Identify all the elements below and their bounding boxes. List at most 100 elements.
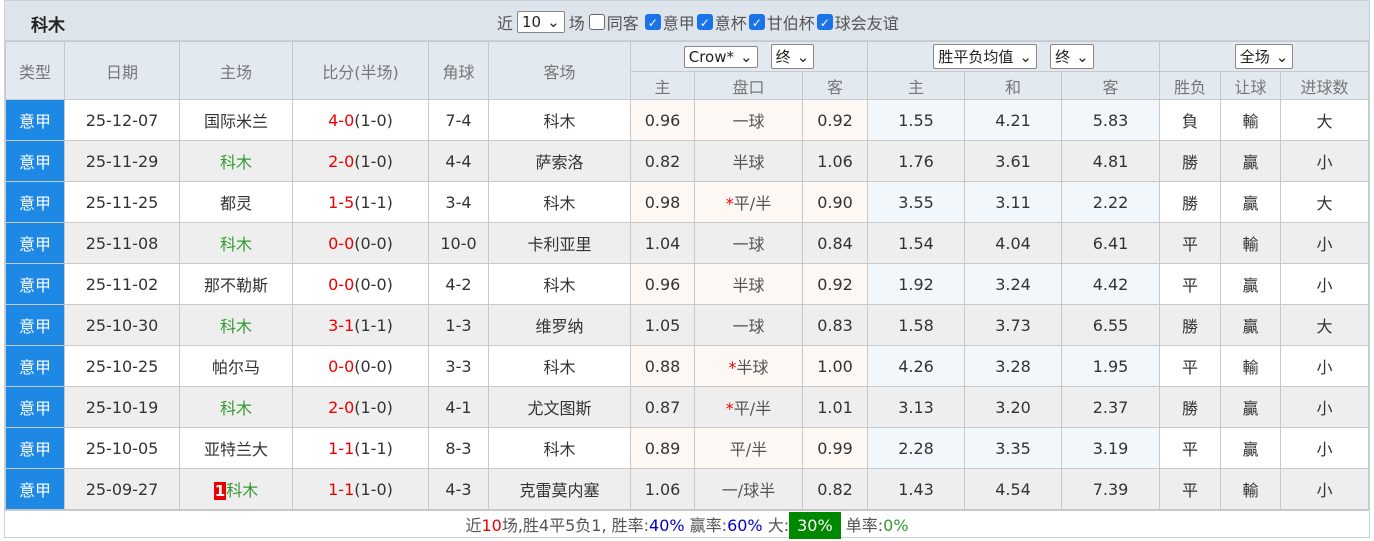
home-team[interactable]: 国际米兰	[179, 99, 293, 141]
table-row[interactable]: 意甲 25-10-30 科木 3-1(1-1) 1-3 维罗纳 1.05 一球 …	[5, 304, 1370, 346]
eu-stage-select[interactable]: 终 ⌄	[1050, 44, 1094, 69]
eu-company-select[interactable]: 胜平负均值 ⌄	[933, 44, 1037, 69]
eu-away-odds: 1.95	[1060, 345, 1161, 387]
home-team-name[interactable]: 帕尔马	[211, 358, 260, 377]
handicap-result: 輸	[1220, 99, 1282, 141]
home-team-name[interactable]: 科木	[219, 399, 252, 418]
table-row[interactable]: 意甲 25-12-07 国际米兰 4-0(1-0) 7-4 科木 0.96 一球…	[5, 99, 1370, 141]
corner-score: 4-1	[428, 386, 489, 428]
ah-home-odds: 0.96	[630, 263, 695, 305]
summary-text: 场,胜4平5负1, 胜率:	[501, 516, 650, 535]
filter-checkbox[interactable]: ✓	[644, 14, 661, 30]
match-score[interactable]: 4-0(1-0)	[292, 99, 429, 141]
home-team-name[interactable]: 科木	[219, 317, 252, 336]
scope-select[interactable]: 全场 ⌄	[1234, 44, 1294, 69]
home-team[interactable]: 都灵	[179, 181, 293, 223]
table-row[interactable]: 意甲 25-10-19 科木 2-0(1-0) 4-1 尤文图斯 0.87 *平…	[5, 386, 1370, 428]
match-score[interactable]: 1-1(1-0)	[292, 468, 429, 510]
league-type[interactable]: 意甲	[5, 263, 65, 305]
home-team[interactable]: 亚特兰大	[179, 427, 293, 469]
league-type[interactable]: 意甲	[5, 468, 65, 510]
home-team[interactable]: 1科木	[179, 468, 293, 510]
home-team-name[interactable]: 那不勒斯	[203, 276, 268, 295]
league-type[interactable]: 意甲	[5, 222, 65, 264]
match-score[interactable]: 2-0(1-0)	[292, 386, 429, 428]
eu-home-odds: 1.55	[867, 99, 965, 141]
away-team[interactable]: 科木	[488, 345, 631, 387]
away-team[interactable]: 克雷莫内塞	[488, 468, 631, 510]
league-type[interactable]: 意甲	[5, 304, 65, 346]
eu-away-odds: 4.42	[1060, 263, 1161, 305]
goals-result: 小	[1280, 468, 1370, 510]
ah-away-odds: 0.83	[802, 304, 868, 346]
away-team[interactable]: 卡利亚里	[488, 222, 631, 264]
league-type[interactable]: 意甲	[5, 140, 65, 182]
home-team-name[interactable]: 国际米兰	[203, 112, 268, 131]
table-row[interactable]: 意甲 25-11-25 都灵 1-5(1-1) 3-4 科木 0.98 *平/半…	[5, 181, 1370, 223]
home-team[interactable]: 帕尔马	[179, 345, 293, 387]
league-type[interactable]: 意甲	[5, 99, 65, 141]
league-type[interactable]: 意甲	[5, 181, 65, 223]
away-team[interactable]: 科木	[488, 263, 631, 305]
eu-away-odds: 2.37	[1060, 386, 1161, 428]
ah-line: 半球	[694, 263, 803, 305]
match-score[interactable]: 3-1(1-1)	[292, 304, 429, 346]
corner-score: 1-3	[428, 304, 489, 346]
away-team[interactable]: 科木	[488, 181, 631, 223]
table-row[interactable]: 意甲 25-11-08 科木 0-0(0-0) 10-0 卡利亚里 1.04 一…	[5, 222, 1370, 264]
match-score[interactable]: 0-0(0-0)	[292, 263, 429, 305]
filter-checkbox[interactable]	[588, 14, 605, 30]
away-team[interactable]: 科木	[488, 99, 631, 141]
match-score[interactable]: 0-0(0-0)	[292, 222, 429, 264]
result: 平	[1159, 427, 1222, 469]
match-count-select[interactable]: 10 ⌄	[517, 11, 565, 33]
home-team[interactable]: 科木	[179, 140, 293, 182]
match-score[interactable]: 2-0(1-0)	[292, 140, 429, 182]
handicap-result: 贏	[1220, 386, 1282, 428]
ah-stage-select[interactable]: 终 ⌄	[770, 44, 815, 69]
match-score[interactable]: 1-5(1-1)	[292, 181, 429, 223]
team-title: 科木	[31, 16, 65, 36]
away-team[interactable]: 维罗纳	[488, 304, 631, 346]
full-score: 1-1	[328, 479, 355, 499]
home-team-name[interactable]: 科木	[219, 235, 252, 254]
filter-checkbox[interactable]: ✓	[748, 14, 765, 30]
ah-home-odds: 0.82	[630, 140, 695, 182]
table-row[interactable]: 意甲 25-10-05 亚特兰大 1-1(1-1) 8-3 科木 0.89 平/…	[5, 427, 1370, 469]
handicap-result: 輸	[1220, 222, 1282, 264]
ah-company-select[interactable]: Crow* ⌄	[683, 46, 758, 68]
away-team[interactable]: 萨索洛	[488, 140, 631, 182]
home-team[interactable]: 那不勒斯	[179, 263, 293, 305]
filter-checkbox[interactable]: ✓	[816, 14, 833, 30]
home-team[interactable]: 科木	[179, 304, 293, 346]
league-type[interactable]: 意甲	[5, 386, 65, 428]
match-score[interactable]: 0-0(0-0)	[292, 345, 429, 387]
away-team[interactable]: 尤文图斯	[488, 386, 631, 428]
home-team-name[interactable]: 科木	[226, 481, 259, 500]
league-type[interactable]: 意甲	[5, 427, 65, 469]
ah-away-odds: 0.82	[802, 468, 868, 510]
goals-result: 大	[1280, 99, 1370, 141]
table-row[interactable]: 意甲 25-09-27 1科木 1-1(1-0) 4-3 克雷莫内塞 1.06 …	[5, 468, 1370, 510]
match-history-panel: 科木 近 10 ⌄ 场 同客 ✓ 意甲 ✓ 意杯 ✓ 甘伯杯 ✓ 球会友谊 类型 日期 主场 比分…	[4, 0, 1370, 539]
match-score[interactable]: 1-1(1-1)	[292, 427, 429, 469]
home-team-name[interactable]: 都灵	[219, 194, 252, 213]
eu-draw-odds: 4.04	[964, 222, 1062, 264]
ah-line-value: 平/半	[733, 194, 772, 213]
win-rate: 40%	[649, 516, 685, 535]
league-type[interactable]: 意甲	[5, 345, 65, 387]
table-row[interactable]: 意甲 25-10-25 帕尔马 0-0(0-0) 3-3 科木 0.88 *半球…	[5, 345, 1370, 387]
handicap-result: 贏	[1220, 427, 1282, 469]
home-team[interactable]: 科木	[179, 222, 293, 264]
home-team-name[interactable]: 亚特兰大	[203, 440, 268, 459]
eu-draw-odds: 3.35	[964, 427, 1062, 469]
ah-line: 半球	[694, 140, 803, 182]
chevron-down-icon: ⌄	[796, 47, 810, 66]
home-team-name[interactable]: 科木	[219, 153, 252, 172]
home-team[interactable]: 科木	[179, 386, 293, 428]
table-row[interactable]: 意甲 25-11-02 那不勒斯 0-0(0-0) 4-2 科木 0.96 半球…	[5, 263, 1370, 305]
filter-checkbox[interactable]: ✓	[696, 14, 713, 30]
away-team[interactable]: 科木	[488, 427, 631, 469]
odd-rate: 0%	[883, 516, 909, 535]
table-row[interactable]: 意甲 25-11-29 科木 2-0(1-0) 4-4 萨索洛 0.82 半球 …	[5, 140, 1370, 182]
